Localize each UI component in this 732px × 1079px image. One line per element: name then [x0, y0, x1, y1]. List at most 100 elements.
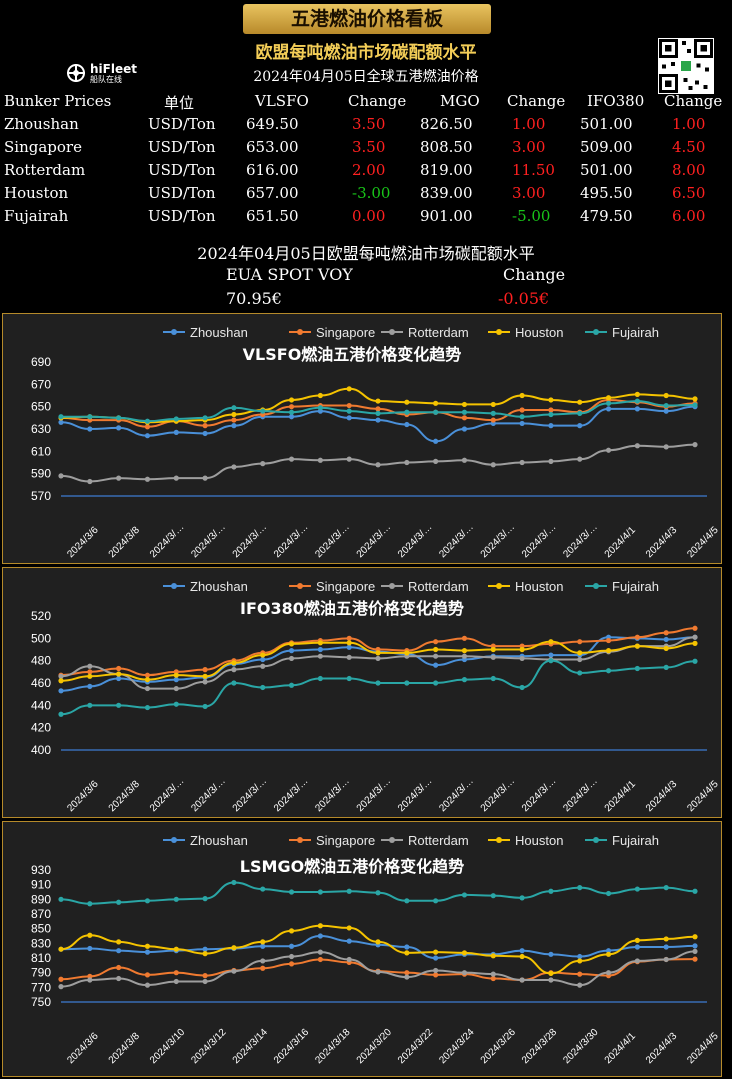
logo-text: hiFleet	[90, 62, 137, 76]
data-point	[404, 650, 410, 656]
data-point	[433, 680, 439, 686]
chart-title: VLSFO燃油五港价格变化趋势	[243, 345, 462, 364]
data-point	[260, 656, 266, 663]
data-point	[404, 409, 410, 415]
data-point	[202, 679, 208, 685]
eua-value: 70.95€	[226, 289, 282, 308]
page-subtitle: 欧盟每吨燃油市场碳配额水平	[255, 43, 477, 63]
x-tick-label: 2024/3/…	[520, 522, 558, 560]
y-tick-label: 440	[31, 698, 51, 712]
data-point	[231, 405, 237, 411]
legend-label: Rotterdam	[408, 579, 469, 594]
legend-label: Rotterdam	[408, 325, 469, 340]
data-point	[692, 888, 698, 894]
cell-mgo: 901.00	[420, 207, 473, 225]
data-point	[116, 675, 122, 682]
data-point	[317, 653, 323, 659]
data-point	[58, 946, 64, 952]
data-point	[433, 972, 439, 978]
data-point	[87, 478, 93, 485]
data-point	[375, 398, 381, 404]
data-point	[519, 948, 525, 954]
data-point	[605, 406, 612, 412]
y-tick-label: 690	[31, 355, 51, 369]
cell-port: Singapore	[4, 138, 82, 156]
data-point	[433, 653, 439, 659]
legend-marker	[297, 837, 303, 843]
header-ifo380: IFO380	[587, 92, 645, 110]
data-point	[116, 702, 122, 708]
data-point	[577, 982, 583, 988]
x-tick-label: 2024/3/…	[148, 522, 186, 560]
data-point	[577, 650, 583, 656]
data-point	[346, 925, 352, 931]
table-header-row: Bunker Prices 单位 VLSFO Change MGO Change…	[0, 92, 732, 115]
data-point	[404, 399, 410, 405]
x-tick-label: 2024/3/18	[313, 1027, 353, 1067]
banner-title: 五港燃油价格看板	[243, 4, 491, 34]
legend-label: Singapore	[316, 833, 375, 848]
data-point	[144, 949, 151, 955]
data-point	[519, 655, 525, 662]
data-point	[116, 671, 122, 677]
data-point	[173, 970, 179, 976]
data-point	[577, 656, 583, 663]
data-point	[634, 406, 640, 412]
data-point	[346, 644, 352, 650]
qr-code-icon	[658, 38, 714, 94]
x-tick-label: 2024/3/30	[561, 1027, 601, 1067]
ship-wheel-icon	[67, 64, 85, 82]
data-point	[548, 407, 554, 413]
x-tick-label: 2024/3/12	[189, 1027, 229, 1067]
data-point	[519, 684, 525, 691]
data-point	[461, 415, 468, 421]
data-point	[433, 898, 439, 904]
chart-title: LSMGO燃油五港价格变化趋势	[240, 857, 464, 876]
x-tick-label: 2024/3/6	[65, 1031, 101, 1067]
data-point	[116, 964, 122, 971]
data-point	[490, 971, 496, 977]
data-point	[634, 398, 640, 404]
x-tick-label: 2024/3/8	[107, 525, 143, 561]
data-point	[116, 475, 122, 481]
header-vlsfo: VLSFO	[255, 92, 309, 110]
data-point	[375, 417, 381, 423]
header-ifo-change: Change	[664, 92, 723, 110]
data-point	[144, 418, 151, 424]
cell-vlsfo-change: 2.00	[352, 161, 386, 179]
legend-marker	[389, 837, 395, 843]
cell-ifo-change: 1.00	[672, 115, 706, 133]
date-title: 2024年04月05日全球五港燃油价格	[253, 69, 479, 85]
cell-mgo-change: -5.00	[512, 207, 551, 225]
data-point	[288, 456, 295, 462]
data-point	[260, 652, 266, 658]
y-tick-label: 420	[31, 721, 51, 735]
cell-mgo: 819.00	[420, 161, 473, 179]
x-tick-label: 2024/3/…	[272, 776, 310, 814]
legend-marker	[171, 329, 177, 335]
data-point	[260, 684, 266, 691]
cell-unit: USD/Ton	[148, 161, 216, 179]
data-point	[548, 951, 554, 957]
data-point	[87, 932, 93, 938]
data-point	[461, 635, 468, 641]
data-point	[317, 457, 323, 463]
eua-label: EUA SPOT VOY	[226, 265, 353, 284]
data-point	[260, 886, 266, 892]
data-point	[231, 667, 237, 673]
data-point	[404, 970, 410, 976]
cell-vlsfo: 616.00	[246, 161, 299, 179]
cell-vlsfo: 649.50	[246, 115, 299, 133]
data-point	[202, 423, 208, 429]
data-point	[87, 663, 93, 669]
vlsfo-chart: Zhoushan Singapore Rotterdam Houston Fujaira…	[31, 325, 721, 561]
data-point	[58, 673, 64, 679]
data-point	[173, 896, 179, 902]
data-point	[288, 928, 295, 934]
legend-marker	[593, 329, 599, 335]
data-point	[375, 462, 381, 468]
data-point	[202, 973, 208, 979]
data-point	[548, 658, 554, 664]
cell-unit: USD/Ton	[148, 115, 216, 133]
data-point	[605, 637, 612, 644]
